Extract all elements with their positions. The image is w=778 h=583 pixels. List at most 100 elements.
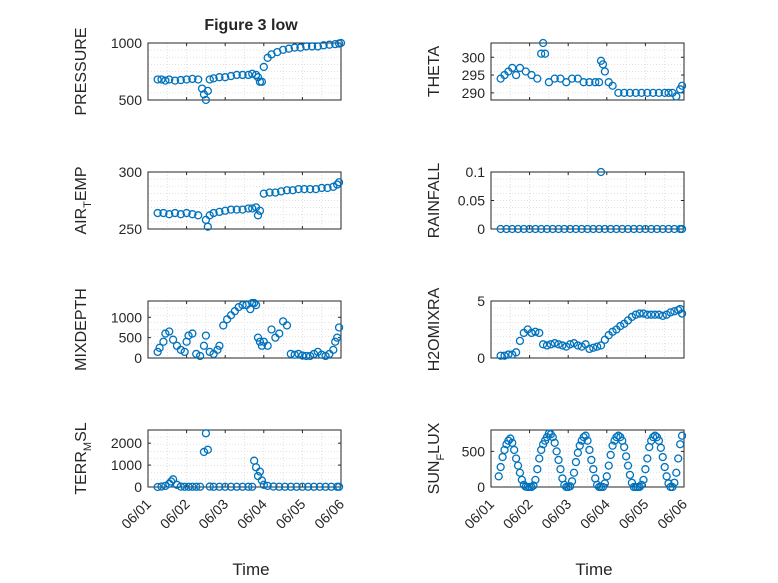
data-point [192, 482, 201, 491]
data-point [594, 78, 604, 87]
data-point [604, 461, 613, 470]
data-point [294, 184, 303, 194]
data-point [244, 482, 253, 491]
data-point [315, 482, 324, 491]
data-point [641, 465, 650, 474]
data-point [313, 42, 322, 51]
data-point [182, 208, 191, 218]
data-point [329, 345, 338, 355]
data-point [170, 208, 180, 218]
y-tick-label: 500 [462, 443, 486, 459]
data-point [180, 482, 189, 491]
data-point [537, 49, 546, 58]
data-point [159, 208, 168, 218]
data-point [325, 40, 334, 49]
data-point [612, 224, 621, 234]
data-point [585, 445, 594, 455]
data-point [623, 461, 633, 470]
data-point [209, 74, 218, 83]
data-point [494, 472, 503, 481]
data-point [304, 482, 313, 491]
data-point [648, 88, 658, 98]
data-point [677, 224, 687, 234]
data-point [596, 167, 606, 177]
axes-box [490, 429, 685, 488]
data-point [203, 222, 212, 231]
data-point [263, 341, 272, 350]
data-point [550, 74, 559, 83]
data-point [255, 467, 265, 476]
data-point [238, 482, 247, 491]
data-point [602, 472, 611, 481]
figure-title: Figure 3 low [204, 17, 298, 34]
axes-box [147, 42, 342, 101]
data-point [585, 78, 594, 87]
data-point [327, 482, 336, 491]
data-point [527, 482, 536, 492]
data-point [668, 482, 677, 492]
data-point [533, 74, 542, 83]
data-point [511, 348, 521, 357]
data-point [600, 224, 610, 234]
y-tick-label: 0 [134, 350, 142, 366]
data-point [502, 224, 511, 234]
data-point [244, 204, 253, 213]
y-tick-label: 1000 [111, 35, 142, 51]
data-point [571, 224, 581, 234]
data-point [612, 432, 621, 442]
data-point [527, 328, 536, 338]
data-point [672, 468, 681, 477]
data-point [282, 321, 292, 330]
data-point [302, 351, 311, 361]
subplot-rainfall: 0 0.05 0.1 RAINFALL [426, 163, 687, 238]
data-point [253, 211, 263, 220]
data-point [180, 347, 189, 357]
data-point [583, 224, 592, 234]
data-point [537, 224, 546, 234]
y-tick-label: 250 [119, 221, 143, 237]
data-point [521, 67, 530, 76]
data-point [677, 81, 687, 90]
data-point [290, 43, 299, 52]
data-point [290, 350, 299, 359]
y-tick-label: 300 [462, 49, 486, 65]
data-point [542, 341, 552, 350]
data-point [562, 78, 571, 87]
data-point [232, 205, 241, 214]
data-point [641, 224, 650, 234]
data-point [643, 88, 652, 98]
data-point [232, 70, 241, 80]
y-axis-label: MIXDEPTH [73, 288, 90, 371]
data-point [300, 184, 309, 194]
data-point [631, 310, 640, 319]
data-point [670, 224, 679, 234]
data-point [608, 81, 617, 90]
data-point [205, 75, 214, 84]
data-point [558, 341, 567, 350]
y-tick-label: 0 [477, 479, 485, 495]
y-tick-label: 1000 [111, 309, 142, 325]
data-point [155, 343, 164, 352]
data-point [608, 441, 617, 450]
data-point [585, 344, 594, 354]
data-point [496, 351, 505, 360]
y-tick-label: 295 [462, 67, 486, 83]
data-point [172, 480, 182, 489]
data-point [569, 468, 579, 477]
data-point [259, 480, 268, 489]
data-point [176, 210, 185, 219]
data-point [209, 208, 218, 218]
data-point [157, 75, 166, 84]
data-point [565, 482, 575, 491]
data-point [537, 445, 546, 455]
data-point [238, 70, 247, 80]
data-point [600, 67, 610, 76]
data-point [221, 482, 230, 491]
data-point [168, 335, 178, 344]
data-point [496, 224, 505, 234]
data-point [334, 178, 344, 187]
data-point [267, 325, 276, 334]
data-point [550, 438, 559, 447]
data-point [565, 340, 575, 349]
data-point [596, 341, 606, 350]
